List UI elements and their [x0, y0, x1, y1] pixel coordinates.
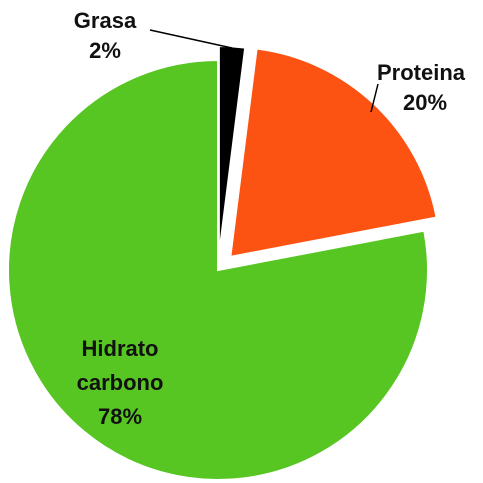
slice-label: Proteina [377, 60, 466, 85]
value-label: 20% [403, 90, 447, 115]
leader-line [370, 83, 379, 113]
value-label: 2% [89, 38, 121, 63]
slice-label: Hidrato carbono [77, 336, 164, 395]
pie-slice [217, 45, 247, 257]
pie-slice [229, 47, 438, 259]
value-label: 78% [98, 404, 142, 429]
pie-slice [7, 58, 429, 481]
leader-line [149, 29, 233, 49]
slice-label: Grasa [74, 8, 137, 33]
